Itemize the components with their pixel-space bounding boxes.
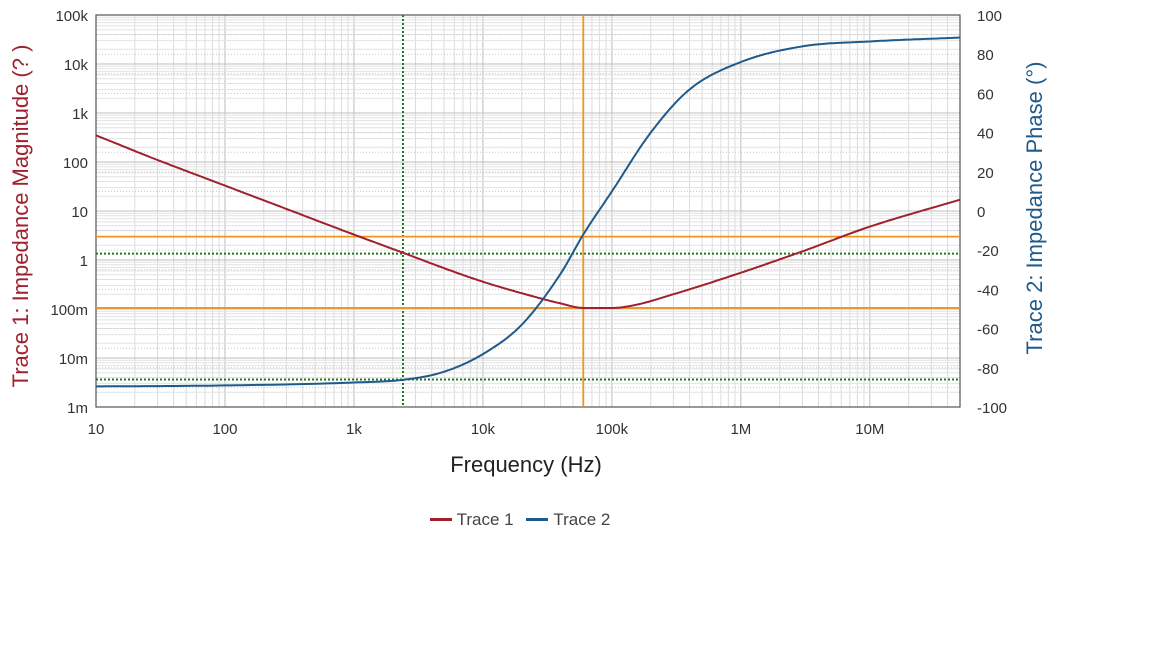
y-right-tick-label: 60 (977, 86, 994, 103)
y-left-axis-title: Trace 1: Impedance Magnitude (? ) (8, 45, 33, 388)
x-tick-label: 1k (346, 421, 362, 438)
y-right-tick-label: -20 (977, 243, 999, 260)
x-tick-label: 100 (212, 421, 237, 438)
y-left-tick-label: 1 (80, 253, 88, 270)
y-right-tick-label: 80 (977, 47, 994, 64)
y-right-tick-label: -80 (977, 361, 999, 378)
y-right-tick-label: -100 (977, 400, 1007, 417)
y-right-axis-title: Trace 2: Impedance Phase (°) (1022, 62, 1047, 355)
y-right-tick-label: 100 (977, 8, 1002, 25)
plot-frame (95, 14, 961, 408)
legend-swatch-trace-2 (526, 518, 549, 521)
legend-item-trace-1[interactable]: Trace 1 (429, 509, 514, 530)
x-axis-title: Frequency (Hz) (450, 452, 602, 477)
y-left-tick-label: 100k (55, 8, 88, 25)
y-left-tick-label: 1k (72, 106, 88, 123)
series-line-trace-2 (96, 36, 961, 388)
legend-item-trace-2[interactable]: Trace 2 (526, 510, 610, 530)
series-line-trace-1 (95, 134, 961, 309)
y-left-tick-label: 100m (50, 302, 88, 319)
y-left-tick-label: 100 (63, 155, 88, 172)
y-left-tick-label: 10 (71, 204, 88, 221)
legend-label-trace-2: Trace 2 (553, 509, 611, 529)
x-tick-label: 10 (88, 421, 105, 438)
y-right-tick-label: -40 (977, 282, 999, 299)
y-right-tick-label: 40 (977, 126, 994, 143)
y-right-tick-label: 0 (977, 204, 985, 221)
x-tick-label: 100k (596, 421, 629, 438)
legend: Trace 1 Trace 2 (0, 506, 1040, 530)
x-tick-label: 1M (730, 421, 751, 438)
y-left-tick-label: 10m (59, 351, 88, 368)
x-tick-label: 10M (855, 421, 884, 438)
legend-label-trace-1: Trace 1 (456, 509, 514, 529)
grid (95, 14, 961, 408)
y-left-tick-label: 1m (67, 400, 88, 417)
legend-swatch-trace-1 (429, 518, 452, 521)
y-left-tick-label: 10k (64, 57, 89, 74)
y-right-tick-label: -60 (977, 322, 999, 339)
y-right-tick-label: 20 (977, 165, 994, 182)
x-tick-label: 10k (471, 421, 496, 438)
